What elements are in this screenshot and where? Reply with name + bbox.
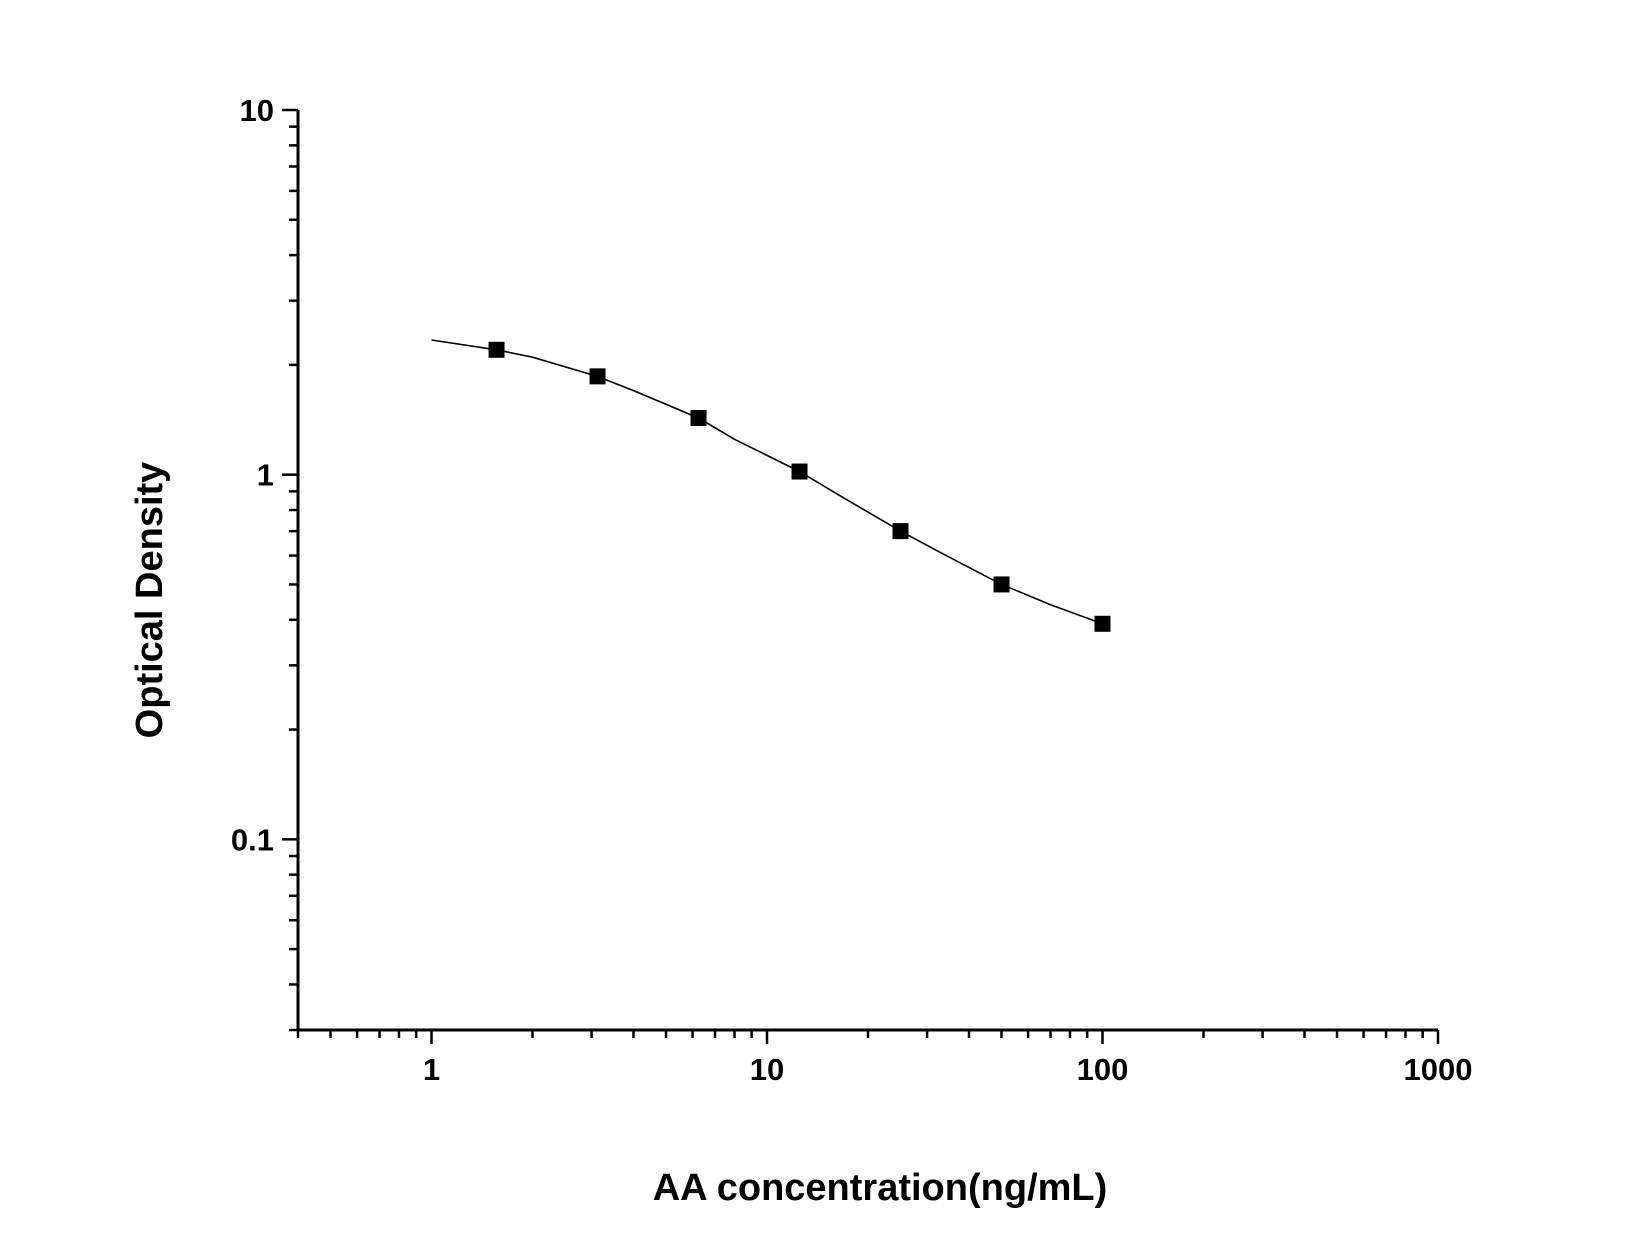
fit-curve-line — [431, 339, 1103, 625]
data-point — [791, 463, 808, 480]
x-tick-label: 10 — [750, 1052, 784, 1087]
data-point — [892, 523, 909, 540]
x-tick-label: 100 — [1077, 1052, 1129, 1087]
data-point — [993, 576, 1010, 593]
fit-curve-layer — [431, 339, 1103, 625]
data-point — [1094, 615, 1111, 632]
axes: 1 10 100 1000 0.1 1 10 — [231, 93, 1473, 1087]
y-tick-label: 10 — [240, 93, 274, 128]
x-tick-label: 1 — [423, 1052, 440, 1087]
data-point — [690, 410, 707, 427]
y-tick-label: 0.1 — [231, 822, 274, 857]
data-point — [589, 368, 606, 385]
x-tick-label: 1000 — [1404, 1052, 1473, 1087]
y-tick-label: 1 — [257, 458, 274, 493]
y-axis-title: Optical Density — [129, 462, 171, 739]
data-point — [488, 341, 505, 358]
data-points — [488, 341, 1111, 632]
x-axis-title: AA concentration(ng/mL) — [653, 1167, 1108, 1209]
